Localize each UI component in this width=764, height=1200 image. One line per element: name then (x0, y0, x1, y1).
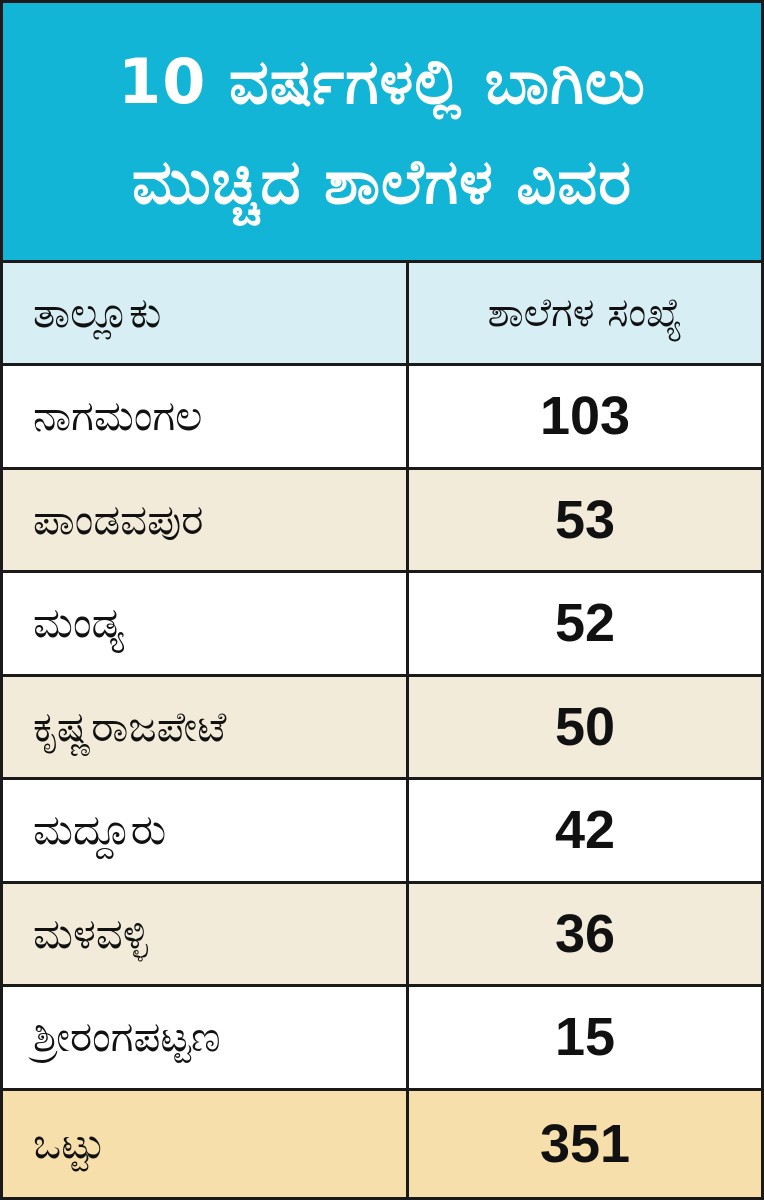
taluk-name: ಶ್ರೀರಂಗಪಟ್ಟಣ (3, 987, 409, 1088)
table-row: ಮಂಡ್ಯ 52 (3, 573, 761, 677)
school-count-value: 50 (554, 696, 616, 757)
table-row: ಮಳವಳ್ಳಿ 36 (3, 883, 761, 987)
school-count-value: 36 (554, 903, 616, 964)
total-value: 351 (539, 1113, 631, 1174)
table-row: ಮದ್ದೂರು 42 (3, 780, 761, 884)
table-row: ಕೃಷ್ಣರಾಜಪೇಟೆ 50 (3, 676, 761, 780)
title-line-2: ಮುಚ್ಚಿದ ಶಾಲೆಗಳ ವಿವರ (131, 144, 633, 218)
table-row: ಪಾಂಡವಪುರ 53 (3, 469, 761, 573)
school-count-value: 53 (554, 489, 616, 550)
title-banner: 10 ವರ್ಷಗಳಲ್ಲಿ ಬಾಗಿಲು ಮುಚ್ಚಿದ ಶಾಲೆಗಳ ವಿವರ (3, 3, 761, 263)
school-count-value: 15 (554, 1007, 616, 1068)
taluk-name: ಮಳವಳ್ಳಿ (3, 883, 409, 984)
taluk-name: ಮದ್ದೂರು (3, 780, 409, 881)
table-header-row: ತಾಲ್ಲೂಕು ಶಾಲೆಗಳ ಸಂಖ್ಯೆ (3, 263, 761, 366)
taluk-name: ನಾಗಮಂಗಲ (3, 366, 409, 467)
school-count-value: 103 (539, 386, 631, 447)
total-label: ಒಟ್ಟು (3, 1090, 409, 1197)
table-row: ಶ್ರೀರಂಗಪಟ್ಟಣ 15 (3, 987, 761, 1091)
title-line-1: 10 ವರ್ಷಗಳಲ್ಲಿ ಬಾಗಿಲು (118, 44, 646, 118)
total-row: ಒಟ್ಟು 351 (3, 1090, 761, 1197)
school-count-value: 52 (554, 593, 616, 654)
taluk-name: ಪಾಂಡವಪುರ (3, 469, 409, 570)
school-count-value: 42 (554, 800, 616, 861)
taluk-name: ಮಂಡ್ಯ (3, 573, 409, 674)
table-row: ನಾಗಮಂಗಲ 103 (3, 366, 761, 470)
taluk-name: ಕೃಷ್ಣರಾಜಪೇಟೆ (3, 676, 409, 777)
column-header-taluk: ತಾಲ್ಲೂಕು (3, 263, 409, 363)
column-header-school-count: ಶಾಲೆಗಳ ಸಂಖ್ಯೆ (487, 290, 683, 336)
